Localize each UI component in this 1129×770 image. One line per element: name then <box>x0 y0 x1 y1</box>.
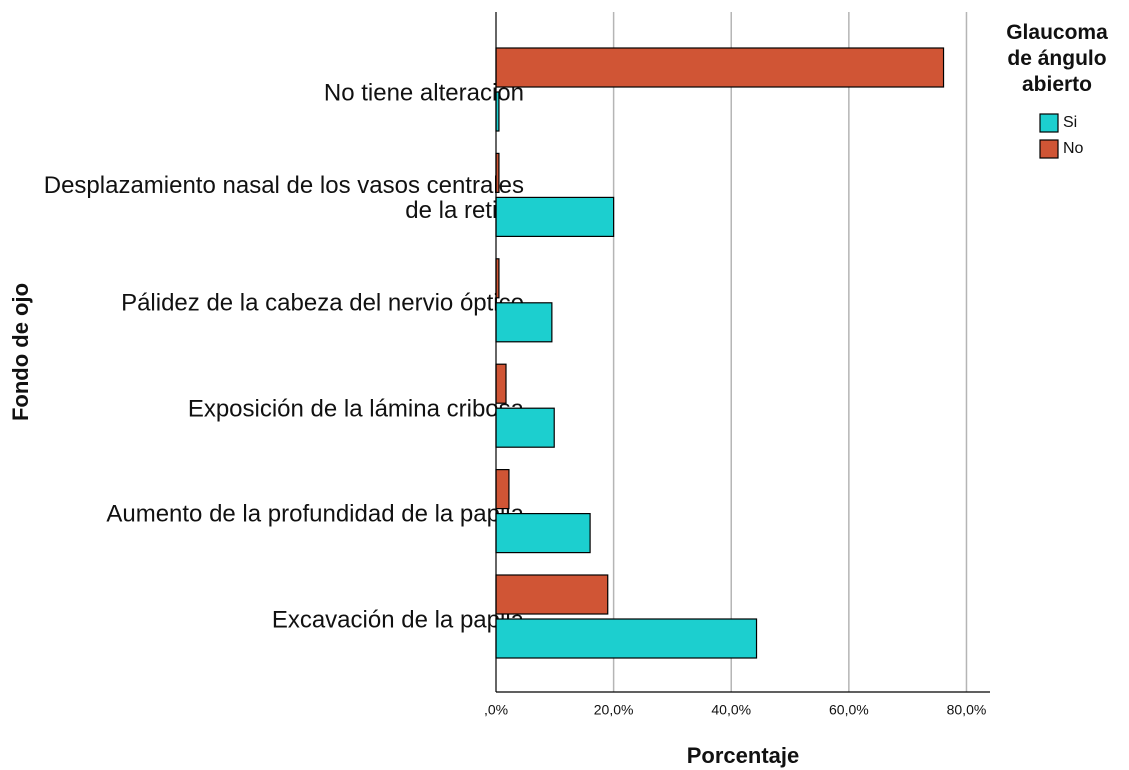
x-axis-title: Porcentaje <box>687 743 800 768</box>
bar <box>495 196 615 237</box>
x-tick-label: 20,0% <box>594 702 634 718</box>
x-tick-label: 40,0% <box>711 702 751 718</box>
bar <box>495 469 510 510</box>
bar <box>495 407 555 448</box>
bar <box>495 574 609 615</box>
legend-label: Si <box>1063 114 1077 131</box>
legend-title: Glaucoma de ángulo abierto <box>1006 21 1108 96</box>
bar <box>495 363 507 404</box>
y-tick-label: Aumento de la profundidad de la papila <box>106 500 524 528</box>
x-tick-label: 60,0% <box>829 702 869 718</box>
legend-label: No <box>1063 140 1084 157</box>
y-tick-label: Pálidez de la cabeza del nervio óptico <box>121 289 524 317</box>
y-tick-label: Excavación de la papila <box>271 606 524 633</box>
y-tick-label: Exposición de la lámina cribosa <box>187 395 524 423</box>
y-axis-title: Fondo de ojo <box>8 283 33 421</box>
bar <box>495 512 591 554</box>
legend-swatch <box>1039 113 1059 133</box>
x-tick-label: ,0% <box>484 702 508 718</box>
bar <box>495 47 945 88</box>
bar <box>495 618 758 659</box>
legend-swatch <box>1039 139 1059 159</box>
x-tick-label: 80,0% <box>947 702 987 718</box>
y-tick-label: No tiene alteración <box>323 79 524 106</box>
bar <box>495 302 553 343</box>
